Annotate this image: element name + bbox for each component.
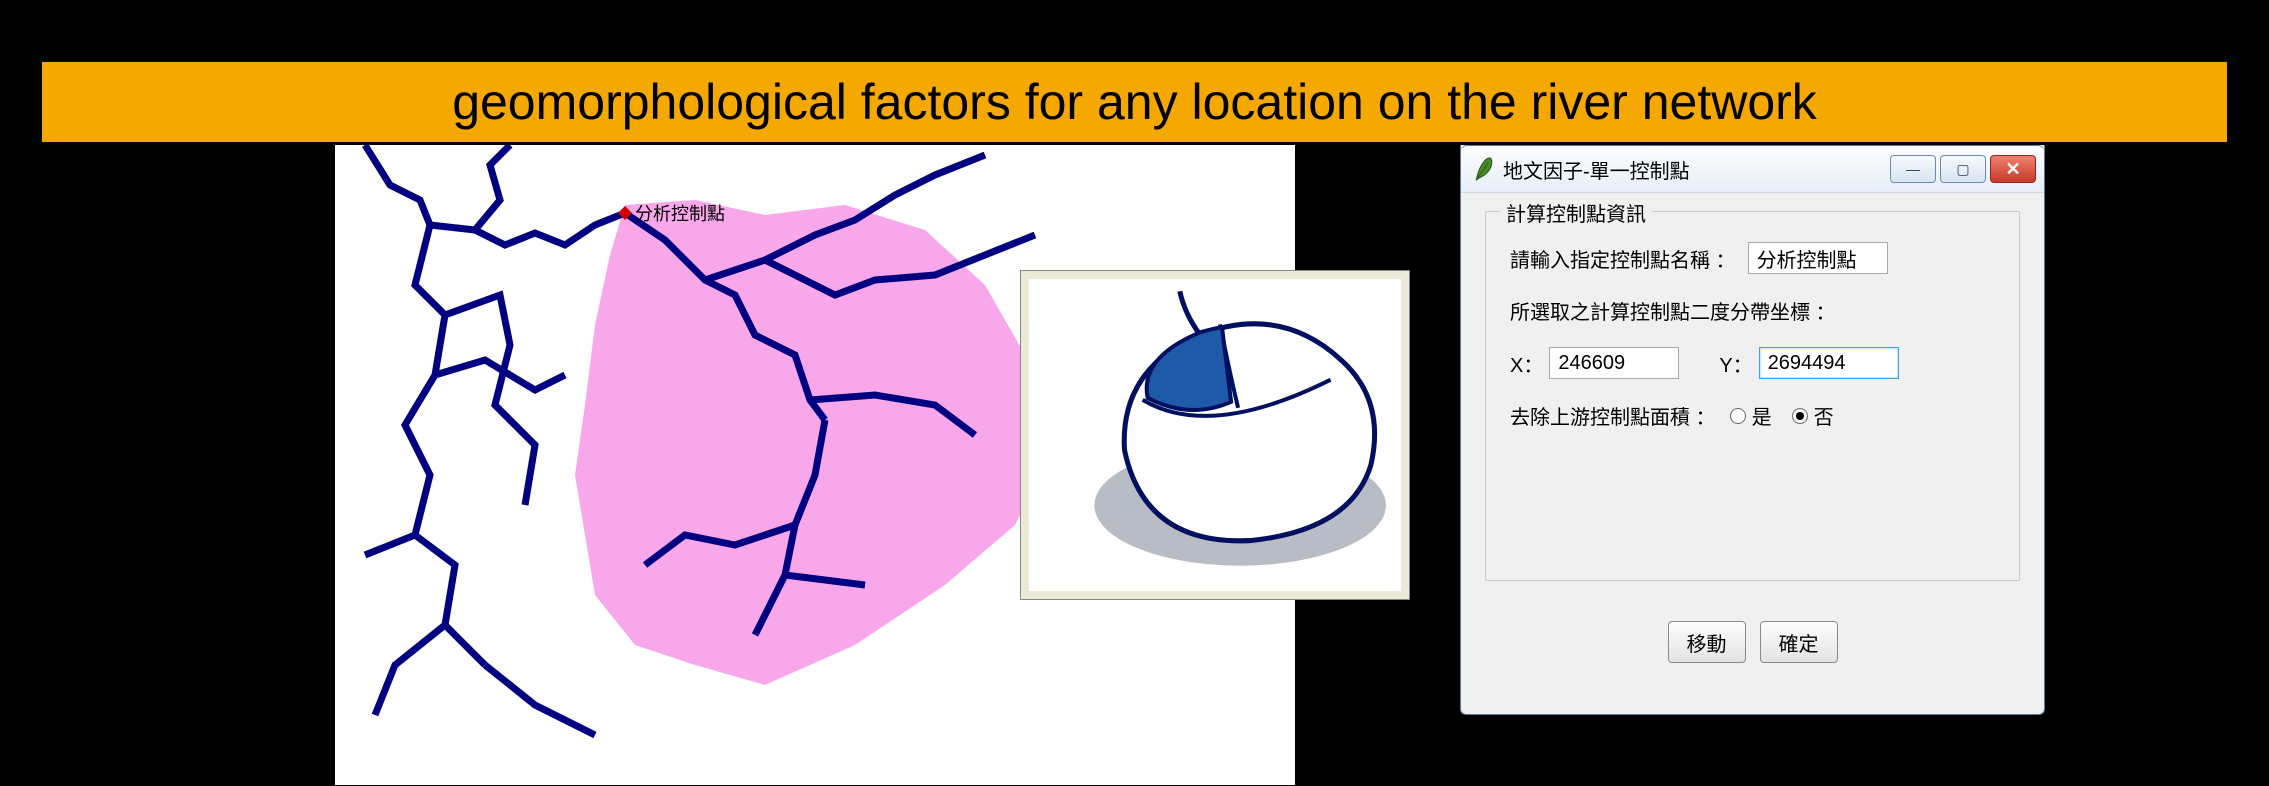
name-input[interactable]: [1748, 242, 1888, 274]
exclude-row: 去除上游控制點面積 ： 是 否: [1510, 401, 1995, 430]
x-label: X：: [1510, 349, 1543, 378]
close-button[interactable]: ✕: [1990, 155, 2036, 183]
maximize-button[interactable]: ▢: [1940, 155, 1986, 183]
groupbox-legend: 計算控制點資訊: [1500, 198, 1652, 227]
coord-label: 所選取之計算控制點二度分帶坐標 ：: [1510, 296, 1836, 325]
feather-icon: [1473, 156, 1495, 182]
opt-no-label: 否: [1814, 401, 1834, 430]
x-input[interactable]: [1549, 347, 1679, 379]
exclude-label: 去除上游控制點面積 ：: [1510, 401, 1716, 430]
geomorph-dialog: 地文因子-單一控制點 — ▢ ✕ 計算控制點資訊 請輸入指定控制點名稱 ： 所選…: [1460, 145, 2045, 715]
radio-no[interactable]: [1792, 408, 1808, 424]
ok-button[interactable]: 確定: [1760, 621, 1838, 663]
mouse-illustration-panel: [1020, 270, 1410, 600]
mouse-icon: [1029, 279, 1401, 591]
dialog-title: 地文因子-單一控制點: [1503, 155, 1890, 184]
control-point-label: 分析控制點: [635, 200, 725, 226]
coord-label-row: 所選取之計算控制點二度分帶坐標 ：: [1510, 296, 1995, 325]
y-label: Y：: [1719, 349, 1752, 378]
minimize-button[interactable]: —: [1890, 155, 1936, 183]
name-label: 請輸入指定控制點名稱 ：: [1510, 244, 1736, 273]
headline-text: geomorphological factors for any locatio…: [452, 73, 1817, 131]
window-buttons: — ▢ ✕: [1890, 155, 2036, 183]
control-point-groupbox: 計算控制點資訊 請輸入指定控制點名稱 ： 所選取之計算控制點二度分帶坐標 ： X…: [1485, 211, 2020, 581]
dialog-button-row: 移動 確定: [1461, 621, 2044, 663]
move-button[interactable]: 移動: [1668, 621, 1746, 663]
dialog-titlebar[interactable]: 地文因子-單一控制點 — ▢ ✕: [1461, 145, 2044, 193]
headline-banner: geomorphological factors for any locatio…: [42, 62, 2227, 142]
name-row: 請輸入指定控制點名稱 ：: [1510, 242, 1995, 274]
radio-yes[interactable]: [1730, 408, 1746, 424]
xy-row: X： Y：: [1510, 347, 1995, 379]
y-input[interactable]: [1759, 347, 1899, 379]
mouse-illustration-inner: [1029, 279, 1401, 591]
opt-yes-label: 是: [1752, 401, 1772, 430]
